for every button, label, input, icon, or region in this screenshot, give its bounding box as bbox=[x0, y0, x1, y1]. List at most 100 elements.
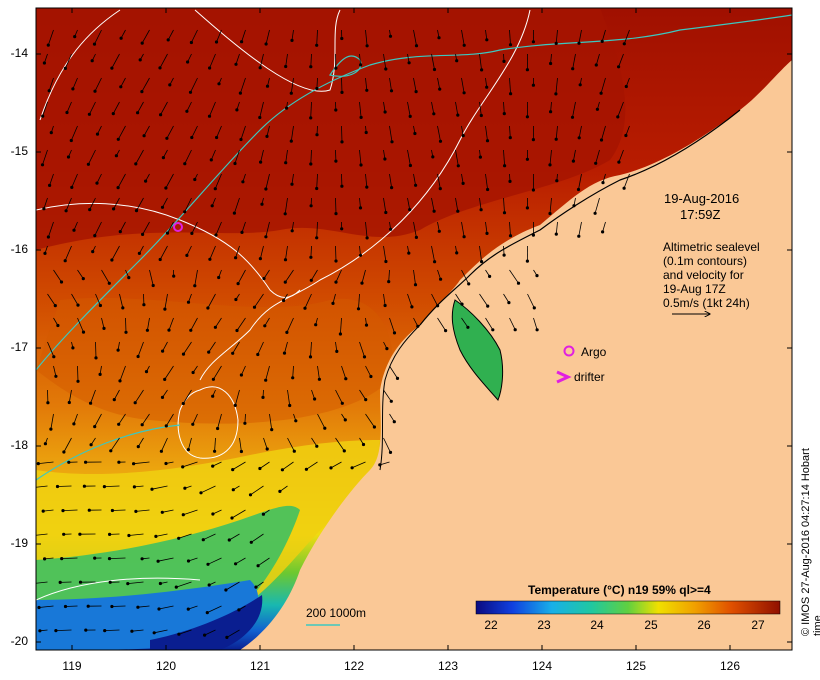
velocity-arrow bbox=[316, 221, 318, 238]
velocity-arrow-head bbox=[71, 346, 75, 350]
velocity-arrow-head bbox=[383, 157, 387, 161]
velocity-arrow bbox=[361, 269, 366, 284]
velocity-arrow-head bbox=[183, 162, 187, 166]
velocity-arrow-head bbox=[513, 328, 517, 332]
velocity-arrow bbox=[212, 461, 222, 467]
velocity-arrow bbox=[310, 341, 312, 357]
velocity-arrow-head bbox=[112, 398, 116, 402]
colorbar-tick: 25 bbox=[644, 618, 658, 632]
velocity-arrow-head bbox=[479, 113, 483, 118]
velocity-arrow-head bbox=[508, 136, 512, 140]
velocity-arrow-head bbox=[340, 140, 344, 144]
velocity-arrow-head bbox=[365, 88, 369, 92]
velocity-arrow-head bbox=[165, 136, 169, 140]
velocity-arrow bbox=[461, 77, 465, 93]
velocity-arrow-head bbox=[52, 355, 56, 359]
velocity-arrow-head bbox=[211, 394, 215, 398]
colorbar-title: Temperature (°C) n19 59% ql>=4 bbox=[528, 583, 711, 597]
velocity-arrow bbox=[455, 197, 459, 212]
velocity-arrow-head bbox=[116, 348, 120, 352]
velocity-arrow bbox=[407, 101, 411, 117]
velocity-arrow bbox=[241, 29, 246, 42]
velocity-arrow bbox=[310, 245, 312, 258]
velocity-arrow-head bbox=[456, 113, 460, 117]
velocity-arrow-head bbox=[270, 428, 274, 432]
velocity-arrow bbox=[455, 149, 459, 166]
velocity-arrow-head bbox=[235, 108, 239, 112]
velocity-arrow-head bbox=[389, 89, 394, 93]
velocity-arrow-head bbox=[72, 422, 76, 426]
velocity-arrow bbox=[617, 101, 624, 118]
velocity-arrow-head bbox=[95, 181, 99, 185]
velocity-arrow bbox=[234, 149, 240, 164]
velocity-arrow-head bbox=[158, 257, 162, 262]
velocity-arrow-head bbox=[164, 461, 168, 466]
velocity-arrow bbox=[231, 509, 246, 519]
velocity-arrow-head bbox=[114, 154, 118, 158]
velocity-arrow-head bbox=[414, 90, 418, 94]
velocity-arrow-head bbox=[186, 60, 190, 64]
velocity-arrow bbox=[578, 125, 582, 138]
velocity-arrow-head bbox=[231, 488, 235, 492]
velocity-arrow-head bbox=[466, 325, 470, 329]
velocity-arrow-head bbox=[41, 114, 45, 118]
velocity-arrow-head bbox=[315, 444, 319, 448]
velocity-arrow-head bbox=[502, 59, 506, 64]
velocity-arrow-head bbox=[384, 67, 388, 71]
velocity-arrow-head bbox=[43, 557, 47, 561]
velocity-arrow bbox=[125, 317, 127, 333]
velocity-arrow bbox=[285, 53, 288, 67]
velocity-arrow bbox=[112, 509, 126, 511]
velocity-arrow-head bbox=[531, 83, 536, 87]
velocity-arrow-head bbox=[334, 259, 338, 263]
velocity-arrow-head bbox=[390, 186, 394, 190]
velocity-arrow-head bbox=[206, 306, 210, 310]
velocity-arrow-head bbox=[516, 281, 521, 285]
velocity-arrow bbox=[166, 125, 174, 139]
velocity-arrow-head bbox=[64, 209, 68, 213]
velocity-arrow bbox=[431, 293, 438, 306]
velocity-arrow-head bbox=[140, 423, 144, 427]
velocity-arrow bbox=[265, 365, 270, 381]
velocity-arrow-head bbox=[256, 564, 260, 568]
velocity-arrow bbox=[48, 77, 54, 91]
velocity-arrow-head bbox=[117, 460, 121, 464]
velocity-arrow-head bbox=[142, 134, 146, 138]
velocity-arrow bbox=[549, 197, 552, 214]
velocity-arrow-head bbox=[309, 116, 313, 120]
velocity-arrow bbox=[550, 101, 552, 112]
velocity-arrow-head bbox=[116, 186, 120, 190]
velocity-arrow-head bbox=[157, 607, 161, 611]
velocity-arrow bbox=[623, 173, 630, 189]
velocity-arrow-head bbox=[407, 61, 411, 65]
velocity-arrow-head bbox=[161, 349, 165, 353]
velocity-arrow bbox=[88, 149, 96, 165]
velocity-arrow-head bbox=[217, 275, 221, 280]
y-tick-label: -15 bbox=[10, 144, 28, 158]
velocity-arrow bbox=[158, 557, 174, 562]
velocity-arrow-head bbox=[532, 306, 536, 310]
velocity-arrow-head bbox=[81, 277, 85, 281]
velocity-arrow-head bbox=[334, 280, 338, 284]
velocity-arrow bbox=[43, 509, 54, 512]
velocity-arrow bbox=[159, 245, 168, 260]
velocity-arrow-head bbox=[502, 112, 506, 116]
velocity-arrow-head bbox=[431, 155, 435, 159]
velocity-arrow bbox=[292, 365, 294, 378]
velocity-arrow-head bbox=[335, 349, 339, 353]
velocity-arrow-head bbox=[216, 426, 220, 431]
velocity-arrow bbox=[388, 269, 390, 282]
velocity-arrow-head bbox=[290, 38, 294, 43]
velocity-arrow bbox=[310, 53, 312, 67]
velocity-arrow-head bbox=[63, 259, 67, 263]
velocity-arrow bbox=[359, 149, 362, 166]
velocity-arrow bbox=[94, 29, 102, 45]
velocity-arrow bbox=[235, 53, 240, 65]
velocity-arrow bbox=[119, 365, 126, 382]
velocity-arrow bbox=[182, 389, 192, 404]
velocity-arrow-head bbox=[432, 112, 436, 116]
velocity-arrow-head bbox=[160, 395, 165, 399]
velocity-arrow bbox=[209, 53, 216, 69]
velocity-arrow-head bbox=[338, 332, 342, 336]
velocity-arrow-head bbox=[127, 533, 131, 538]
